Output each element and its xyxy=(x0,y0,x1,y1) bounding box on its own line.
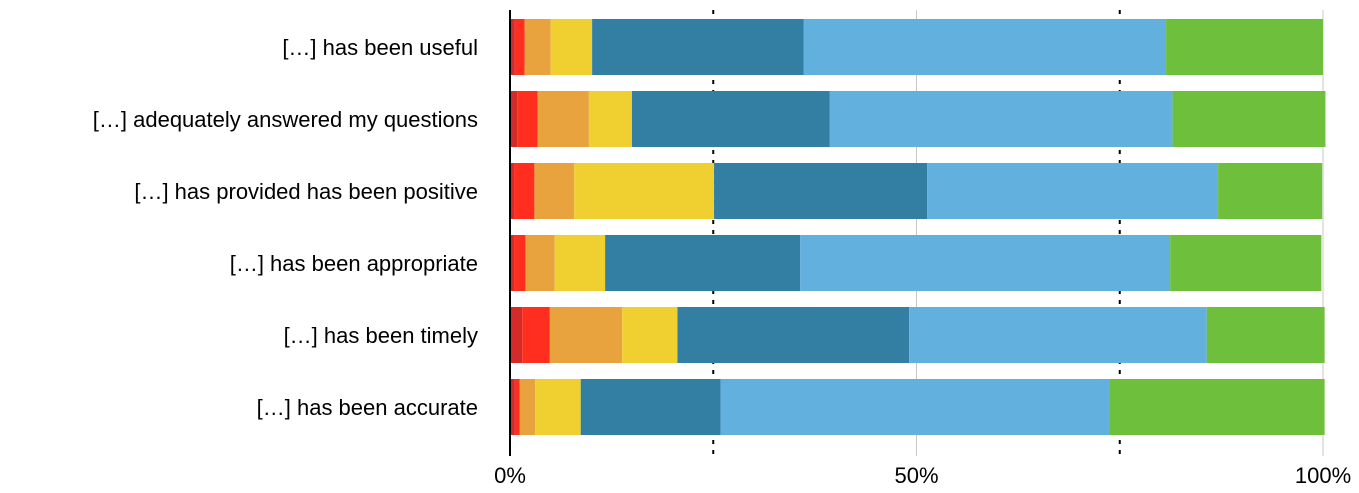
bar-segment-row1-seg5 xyxy=(592,19,804,75)
bar-segment-row1-seg3 xyxy=(524,19,551,75)
bar-segment-row2-seg5 xyxy=(631,91,830,147)
bar-segment-row5-seg7 xyxy=(1206,307,1325,363)
bar-segment-row5-seg4 xyxy=(622,307,678,363)
bar-segment-row6-seg2 xyxy=(514,379,520,435)
bar-segment-row3-seg3 xyxy=(534,163,575,219)
category-label: […] adequately answered my questions xyxy=(93,107,478,132)
bar-segment-row6-seg7 xyxy=(1109,379,1325,435)
bar-segment-row5-seg6 xyxy=(909,307,1207,363)
bar-segment-row1-seg4 xyxy=(550,19,593,75)
category-label: […] has been useful xyxy=(282,35,478,60)
bar-segment-row4-seg6 xyxy=(800,235,1171,291)
category-labels: […] has been useful […] adequately answer… xyxy=(93,35,478,420)
bar-segment-row1-seg1 xyxy=(510,19,515,75)
bar-segment-row2-seg3 xyxy=(537,91,589,147)
bar-segment-row2-seg1 xyxy=(510,91,518,147)
bar-segment-row3-seg7 xyxy=(1218,163,1323,219)
bar-segment-row3-seg1 xyxy=(510,163,515,219)
bar-segment-row4-seg5 xyxy=(605,235,801,291)
category-label: […] has been timely xyxy=(284,323,478,348)
category-label: […] has been accurate xyxy=(257,395,478,420)
bar-segment-row4-seg2 xyxy=(514,235,526,291)
bar-segment-row3-seg2 xyxy=(514,163,535,219)
bar-segment-row5-seg2 xyxy=(522,307,550,363)
bar-segment-row2-seg6 xyxy=(829,91,1173,147)
bar-segment-row3-seg6 xyxy=(927,163,1219,219)
bar-segment-row2-seg7 xyxy=(1172,91,1326,147)
x-tick-label: 50% xyxy=(894,463,938,488)
bar-segment-row5-seg3 xyxy=(549,307,623,363)
bar-segment-row6-seg5 xyxy=(580,379,721,435)
bar-segment-row6-seg3 xyxy=(519,379,536,435)
bar-segment-row6-seg1 xyxy=(510,379,515,435)
bar-segment-row6-seg4 xyxy=(535,379,581,435)
category-label: […] has been appropriate xyxy=(230,251,478,276)
bar-segment-row2-seg2 xyxy=(517,91,538,147)
bar-segment-row4-seg3 xyxy=(525,235,555,291)
bar-segment-row3-seg4 xyxy=(574,163,715,219)
bar-segment-row5-seg5 xyxy=(677,307,910,363)
bar-segment-row2-seg4 xyxy=(588,91,632,147)
bar-segment-row1-seg7 xyxy=(1166,19,1323,75)
bars-layer xyxy=(510,19,1326,435)
bar-segment-row3-seg5 xyxy=(714,163,928,219)
bar-segment-row1-seg2 xyxy=(514,19,525,75)
bar-segment-row1-seg6 xyxy=(803,19,1167,75)
x-tick-label: 100% xyxy=(1295,463,1351,488)
x-tick-label: 0% xyxy=(494,463,526,488)
bar-segment-row4-seg7 xyxy=(1170,235,1322,291)
category-label: […] has provided has been positive xyxy=(134,179,478,204)
x-tick-labels: 0% 50% 100% xyxy=(494,463,1351,488)
bar-segment-row6-seg6 xyxy=(720,379,1110,435)
bar-segment-row5-seg1 xyxy=(510,307,523,363)
bar-segment-row4-seg1 xyxy=(510,235,515,291)
bar-segment-row4-seg4 xyxy=(554,235,606,291)
